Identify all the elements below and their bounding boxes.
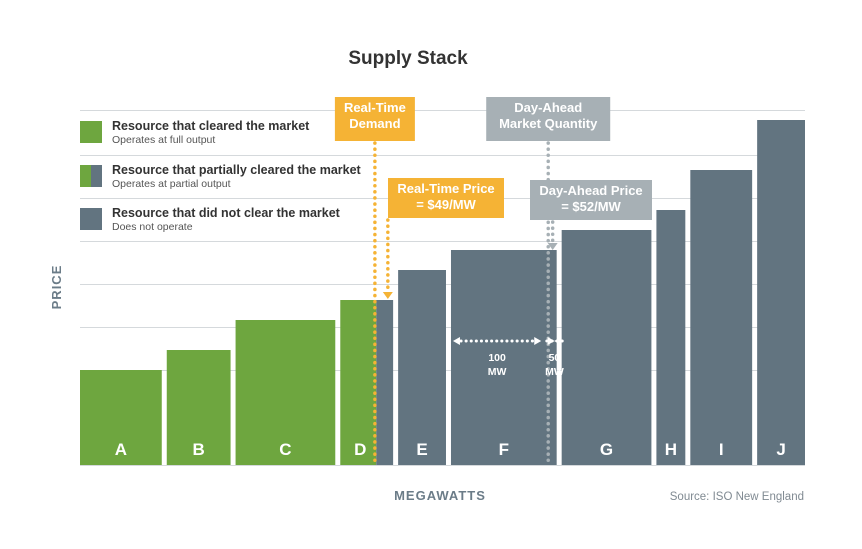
gap-100-arrow-right [534,337,542,345]
legend-sub-partial: Operates at partial output [112,178,231,190]
legend-label-cleared: Resource that cleared the market [112,119,310,133]
rt-demand-callout-text-1: Demand [349,116,400,131]
bar-label-F: F [499,440,509,459]
legend: Resource that cleared the marketOperates… [80,119,362,233]
da-price-callout-text-0: Day-Ahead Price [539,183,642,198]
bar-I [690,170,753,465]
legend-label-not_cleared: Resource that did not clear the market [112,206,341,220]
bar-H [656,210,686,465]
da-quantity-callout-box [486,97,611,141]
gap-100-unit: MW [488,366,507,378]
bar-label-A: A [115,440,127,459]
bar-label-G: G [600,440,613,459]
bar-label-H: H [665,440,677,459]
rt-price-callout-text-1: = $49/MW [416,197,476,212]
legend-label-partial: Resource that partially cleared the mark… [112,163,362,177]
bar-label-C: C [279,440,291,459]
rt-price-callout-box [388,178,504,218]
legend-swatch-partial-uncleared [91,165,102,187]
bar-label-E: E [416,440,427,459]
da-price-callout: Day-Ahead Price= $52/MW [530,180,652,220]
source-note: Source: ISO New England [670,491,804,503]
rt-price-arrowhead [382,292,393,299]
legend-swatch-not_cleared [80,208,102,230]
bar-J [757,120,805,465]
bar-label-J: J [776,440,785,459]
x-axis-label: MEGAWATTS [394,488,486,503]
da-price-callout-text-1: = $52/MW [561,199,621,214]
bar-G [561,230,652,465]
legend-sub-cleared: Operates at full output [112,134,215,146]
da-quantity-callout-text-0: Day-Ahead [514,100,582,115]
bar-D-cleared [340,300,377,465]
bar-B [166,350,231,465]
rt-price-callout-text-0: Real-Time Price [397,181,494,196]
gap-50-value: 50 [549,352,561,364]
legend-swatch-partial-cleared [80,165,91,187]
bar-F [450,250,557,465]
gap-100-value: 100 [488,352,506,364]
da-price-arrowhead [547,243,558,250]
bar-E [398,270,446,465]
bars: A B C D E F G H I J [80,120,805,465]
y-axis-label: PRICE [49,265,64,310]
gap-50-arrow-right [547,337,555,345]
gap-50-unit: MW [545,366,564,378]
gap-100-arrow-left [452,337,460,345]
da-quantity-callout-text-1: Market Quantity [499,116,598,131]
da-price-callout-box [530,180,652,220]
rt-price-callout: Real-Time Price= $49/MW [388,178,504,218]
legend-sub-not_cleared: Does not operate [112,221,193,233]
bar-label-B: B [193,440,205,459]
legend-swatch-cleared [80,121,102,143]
bar-C [235,320,336,465]
rt-demand-callout-box [334,97,415,141]
chart-title: Supply Stack [348,48,468,69]
rt-demand-callout-text-0: Real-Time [344,100,406,115]
gap-50-arrow-left [554,337,562,345]
bar-A [80,370,162,465]
bar-label-D: D [354,440,366,459]
bar-label-I: I [719,440,724,459]
bar-D-uncleared [376,300,394,465]
